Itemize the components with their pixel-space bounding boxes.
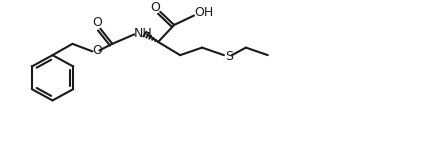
Text: O: O: [92, 44, 102, 57]
Text: O: O: [92, 16, 102, 29]
Text: NH: NH: [134, 27, 153, 40]
Text: OH: OH: [194, 6, 214, 19]
Text: S: S: [225, 50, 233, 63]
Text: O: O: [150, 0, 160, 14]
